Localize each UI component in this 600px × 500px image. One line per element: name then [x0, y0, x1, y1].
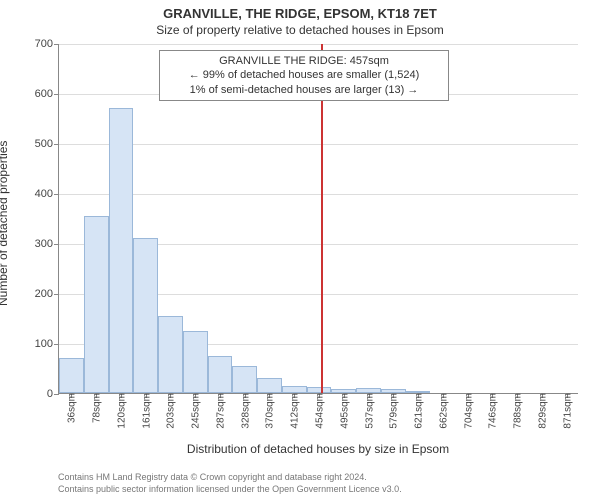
x-tick-label: 120sqm [114, 393, 127, 429]
histogram-bar [158, 316, 183, 394]
x-tick-label: 662sqm [436, 393, 449, 429]
annotation-line: ← 99% of detached houses are smaller (1,… [166, 68, 442, 82]
x-tick-label: 579sqm [387, 393, 400, 429]
property-size-chart: GRANVILLE, THE RIDGE, EPSOM, KT18 7ET Si… [0, 0, 600, 500]
x-tick-label: 495sqm [337, 393, 350, 429]
x-axis-title: Distribution of detached houses by size … [58, 442, 578, 456]
histogram-bar [133, 238, 158, 393]
y-tick-label: 500 [35, 138, 59, 150]
grid-line [59, 144, 578, 145]
footer-line-2: Contains public sector information licen… [58, 484, 402, 496]
histogram-bar [59, 358, 84, 393]
x-tick-label: 161sqm [139, 393, 152, 429]
annotation-line: 1% of semi-detached houses are larger (1… [166, 83, 442, 97]
y-tick-label: 300 [35, 238, 59, 250]
y-tick-label: 400 [35, 188, 59, 200]
y-tick-label: 600 [35, 88, 59, 100]
grid-line [59, 194, 578, 195]
histogram-bar [109, 108, 134, 393]
x-tick-label: 871sqm [560, 393, 573, 429]
x-tick-label: 370sqm [263, 393, 276, 429]
chart-title-main: GRANVILLE, THE RIDGE, EPSOM, KT18 7ET [0, 0, 600, 21]
x-tick-label: 328sqm [238, 393, 251, 429]
histogram-bar [208, 356, 233, 394]
y-tick-label: 100 [35, 338, 59, 350]
x-tick-label: 704sqm [461, 393, 474, 429]
y-axis-title: Number of detached properties [0, 141, 10, 306]
annotation-line: GRANVILLE THE RIDGE: 457sqm [166, 54, 442, 68]
x-tick-label: 203sqm [164, 393, 177, 429]
histogram-bar [183, 331, 208, 394]
y-tick-label: 700 [35, 38, 59, 50]
y-tick-label: 0 [47, 388, 59, 400]
x-tick-label: 537sqm [362, 393, 375, 429]
x-tick-label: 412sqm [288, 393, 301, 429]
x-tick-label: 36sqm [65, 393, 78, 423]
x-tick-label: 287sqm [213, 393, 226, 429]
footer-attribution: Contains HM Land Registry data © Crown c… [58, 472, 402, 495]
histogram-bar [84, 216, 109, 394]
histogram-bar [232, 366, 257, 394]
x-tick-label: 245sqm [189, 393, 202, 429]
x-tick-label: 788sqm [511, 393, 524, 429]
x-tick-label: 454sqm [313, 393, 326, 429]
x-tick-label: 829sqm [535, 393, 548, 429]
histogram-bar [282, 386, 307, 394]
histogram-bar [257, 378, 282, 393]
x-tick-label: 621sqm [412, 393, 425, 429]
y-tick-label: 200 [35, 288, 59, 300]
x-tick-label: 78sqm [90, 393, 103, 423]
plot-area: 010020030040050060070036sqm78sqm120sqm16… [58, 44, 578, 394]
x-tick-label: 746sqm [486, 393, 499, 429]
grid-line [59, 44, 578, 45]
chart-title-sub: Size of property relative to detached ho… [0, 21, 600, 37]
footer-line-1: Contains HM Land Registry data © Crown c… [58, 472, 402, 484]
annotation-box: GRANVILLE THE RIDGE: 457sqm← 99% of deta… [159, 50, 449, 101]
